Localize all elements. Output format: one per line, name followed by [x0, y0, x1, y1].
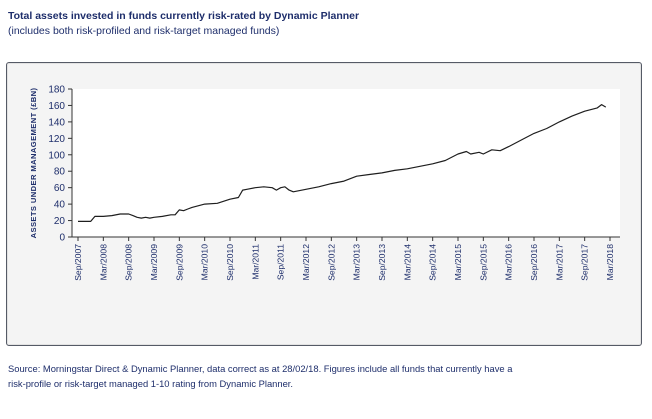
- x-tick-label: Mar/2018: [605, 244, 615, 281]
- y-tick-label: 140: [48, 117, 65, 128]
- x-tick-label: Sep/2010: [225, 244, 235, 281]
- chart-title: Total assets invested in funds currently…: [8, 10, 360, 22]
- x-tick-label: Mar/2012: [301, 244, 311, 281]
- x-tick-label: Sep/2007: [73, 244, 83, 281]
- y-tick-label: 20: [54, 216, 66, 227]
- x-tick-label: Sep/2013: [377, 244, 387, 281]
- y-tick-label: 180: [48, 85, 65, 96]
- y-axis-ticks: 0 20 40 60 80 100 120 140 160 180: [48, 85, 72, 244]
- x-tick-label: Mar/2008: [98, 244, 108, 281]
- x-tick-label: Sep/2012: [326, 244, 336, 281]
- y-tick-label: 160: [48, 101, 65, 112]
- x-tick-label: Mar/2010: [200, 244, 210, 281]
- x-tick-label: Sep/2015: [478, 244, 488, 281]
- x-tick-label: Sep/2017: [580, 244, 590, 281]
- x-tick-label: Sep/2014: [428, 244, 438, 281]
- y-tick-label: 80: [54, 167, 66, 178]
- y-tick-label: 100: [48, 150, 65, 161]
- source-line-2: risk-profile or risk-target managed 1-10…: [8, 378, 294, 389]
- x-tick-label: Mar/2017: [554, 244, 564, 281]
- x-tick-label: Mar/2015: [453, 244, 463, 281]
- x-tick-label: Mar/2016: [504, 244, 514, 281]
- x-tick-label: Mar/2013: [352, 244, 362, 281]
- source-note: Source: Morningstar Direct & Dynamic Pla…: [8, 361, 644, 391]
- y-tick-label: 60: [54, 183, 66, 194]
- x-axis-ticks: Sep/2007 Mar/2008 Sep/2008 Mar/2009 Sep/2009…: [73, 237, 615, 281]
- x-tick-label: Sep/2009: [174, 244, 184, 281]
- y-axis-label: ASSETS UNDER MANAGEMENT (£BN): [29, 88, 38, 239]
- x-tick-label: Sep/2011: [276, 244, 286, 280]
- series-line: [78, 104, 607, 222]
- x-tick-label: Mar/2011: [250, 244, 260, 280]
- x-tick-label: Sep/2016: [529, 244, 539, 281]
- y-tick-label: 120: [48, 134, 65, 145]
- x-tick-label: Mar/2009: [149, 244, 159, 281]
- x-tick-label: Sep/2008: [124, 244, 134, 281]
- source-line-1: Source: Morningstar Direct & Dynamic Pla…: [8, 363, 513, 374]
- y-tick-label: 0: [59, 233, 65, 244]
- chart-subtitle: (includes both risk-profiled and risk-ta…: [8, 25, 280, 37]
- x-tick-label: Mar/2014: [402, 244, 412, 281]
- plot-area: [72, 89, 620, 237]
- y-tick-label: 40: [54, 200, 66, 211]
